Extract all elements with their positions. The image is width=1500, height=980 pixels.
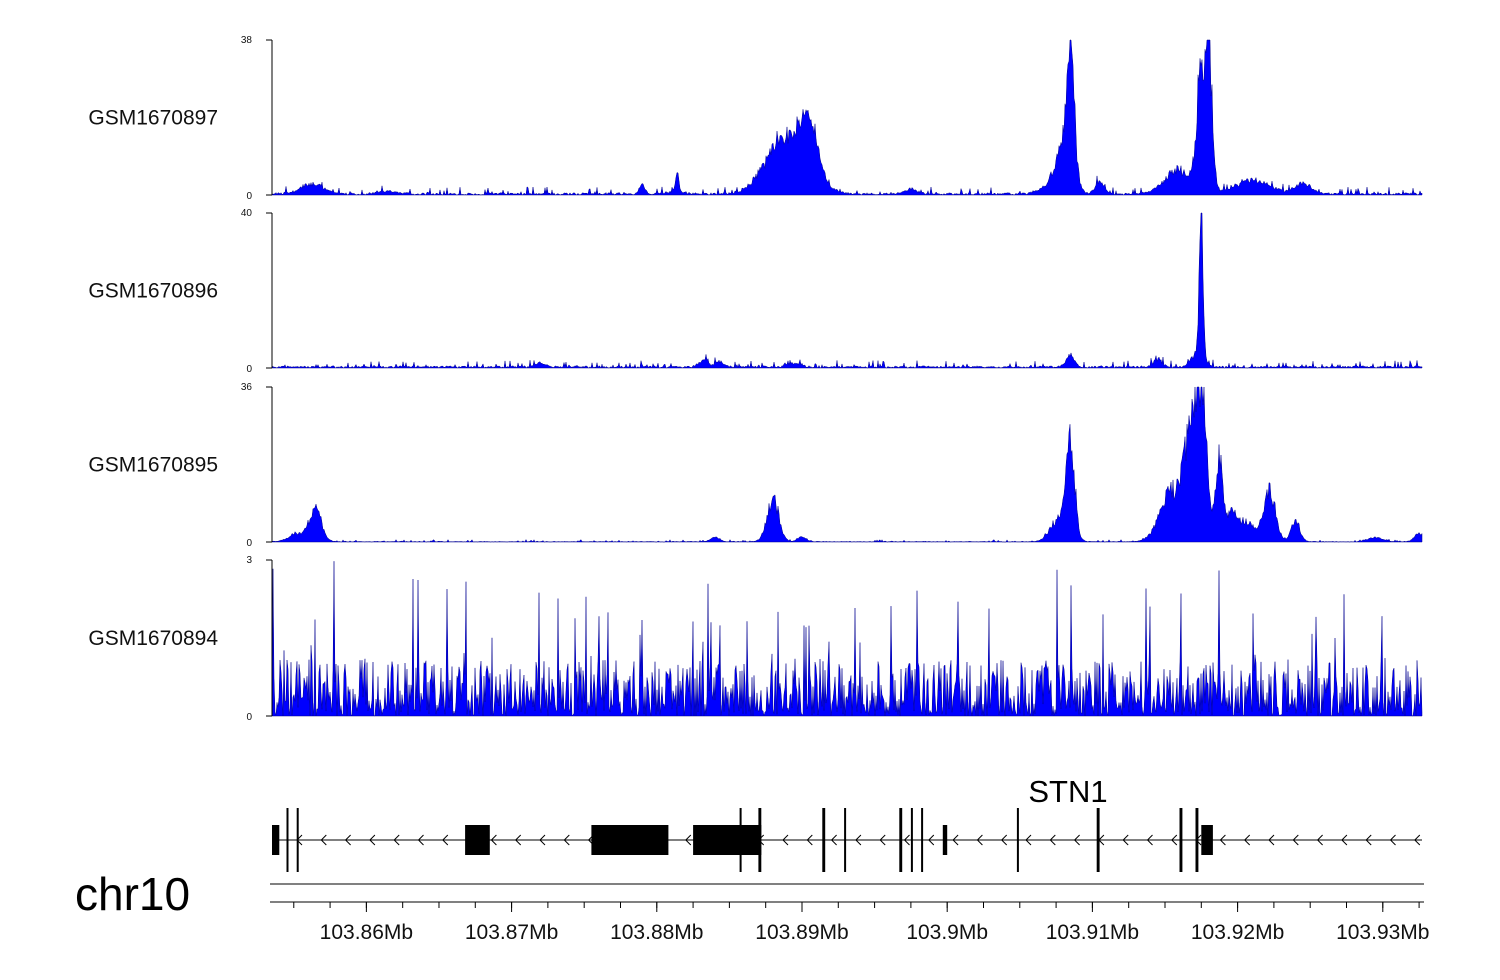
track-label: GSM1670894 bbox=[88, 627, 218, 650]
x-tick-label: 103.93Mb bbox=[1336, 921, 1429, 944]
strand-arrow bbox=[1365, 834, 1372, 846]
x-tick-label: 103.92Mb bbox=[1191, 921, 1284, 944]
strand-arrow bbox=[563, 834, 570, 846]
x-tick-label: 103.87Mb bbox=[465, 921, 558, 944]
gene-exon bbox=[296, 808, 299, 872]
x-tick-label: 103.9Mb bbox=[906, 921, 988, 944]
strand-arrow bbox=[1219, 834, 1226, 846]
strand-arrow bbox=[369, 834, 376, 846]
strand-arrow bbox=[442, 834, 449, 846]
strand-arrow bbox=[417, 834, 424, 846]
strand-arrow bbox=[1122, 834, 1129, 846]
strand-arrow bbox=[344, 834, 351, 846]
gene-name-label: STN1 bbox=[1028, 774, 1107, 809]
track-GSM1670894: 3 0 GSM1670894 bbox=[88, 555, 1423, 723]
gene-exon bbox=[921, 808, 924, 872]
y-tick-label-min: 0 bbox=[246, 191, 252, 202]
gene-exon bbox=[739, 808, 742, 872]
strand-arrow bbox=[1341, 834, 1348, 846]
strand-arrow bbox=[879, 834, 886, 846]
gene-exon bbox=[465, 825, 490, 855]
strand-arrow bbox=[1389, 834, 1396, 846]
strand-arrow bbox=[1073, 834, 1080, 846]
gene-exon bbox=[899, 808, 903, 872]
gene-exon bbox=[758, 808, 762, 872]
strand-arrow bbox=[1414, 834, 1421, 846]
strand-arrow bbox=[928, 834, 935, 846]
track-label: GSM1670895 bbox=[88, 454, 218, 477]
gene-exon bbox=[591, 825, 669, 855]
x-tick-label: 103.91Mb bbox=[1046, 921, 1139, 944]
gene-exon bbox=[844, 808, 847, 872]
x-tick-label: 103.89Mb bbox=[755, 921, 848, 944]
strand-arrow bbox=[1049, 834, 1056, 846]
track-label: GSM1670897 bbox=[88, 107, 218, 130]
strand-arrow bbox=[1316, 834, 1323, 846]
strand-arrow bbox=[514, 834, 522, 846]
strand-arrow bbox=[490, 834, 497, 846]
strand-arrow bbox=[685, 834, 692, 846]
y-tick-label-max: 3 bbox=[246, 555, 252, 566]
y-tick-label-max: 40 bbox=[241, 208, 253, 219]
signal-area bbox=[271, 386, 1423, 543]
strand-arrow bbox=[1025, 834, 1032, 846]
strand-arrow bbox=[1171, 834, 1178, 846]
strand-arrow bbox=[1268, 834, 1275, 846]
strand-arrow bbox=[782, 834, 789, 846]
data-tracks: 380GSM1670897400GSM1670896360GSM16708953… bbox=[88, 35, 1423, 723]
track-GSM1670897: 38 0 GSM1670897 bbox=[88, 35, 1423, 202]
y-tick-label-min: 0 bbox=[246, 538, 252, 549]
x-tick-label: 103.86Mb bbox=[320, 921, 413, 944]
strand-arrow bbox=[1000, 834, 1008, 846]
gene-exon bbox=[1016, 808, 1019, 872]
gene-exon bbox=[910, 808, 913, 872]
strand-arrow bbox=[903, 834, 910, 846]
gene-exon bbox=[693, 825, 762, 855]
y-tick-label-max: 38 bbox=[241, 35, 253, 46]
signal-area bbox=[271, 561, 1423, 717]
gene-exon bbox=[286, 808, 289, 872]
track-label: GSM1670896 bbox=[88, 280, 218, 303]
track-GSM1670896: 40 0 GSM1670896 bbox=[88, 208, 1423, 375]
y-tick-label-min: 0 bbox=[246, 364, 252, 375]
strand-arrow bbox=[320, 834, 327, 846]
strand-arrow bbox=[1146, 834, 1153, 846]
strand-arrow bbox=[952, 834, 959, 846]
strand-arrow bbox=[1292, 834, 1299, 846]
strand-arrow bbox=[830, 834, 837, 846]
y-tick-label-max: 36 bbox=[241, 382, 253, 393]
strand-arrow bbox=[855, 834, 862, 846]
gene-exon bbox=[1096, 808, 1100, 872]
strand-arrow bbox=[539, 834, 546, 846]
signal-area bbox=[271, 212, 1423, 369]
strand-arrow bbox=[806, 834, 813, 846]
gene-model-track bbox=[272, 808, 1422, 872]
strand-arrow bbox=[976, 834, 983, 846]
track-GSM1670895: 36 0 GSM1670895 bbox=[88, 382, 1423, 549]
gene-exon bbox=[1201, 825, 1213, 855]
gene-exon bbox=[942, 825, 948, 855]
gene-exon bbox=[272, 825, 280, 855]
gene-exon bbox=[1179, 808, 1183, 872]
genome-axis: 103.86Mb 103.87Mb 103.88Mb 103.89Mb 103.9Mb 1… bbox=[270, 883, 1429, 944]
gene-exon bbox=[822, 808, 826, 872]
gene-exon bbox=[1195, 808, 1199, 872]
y-tick-label-min: 0 bbox=[246, 712, 252, 723]
signal-area bbox=[271, 39, 1423, 196]
strand-arrow bbox=[1243, 834, 1251, 846]
x-tick-label: 103.88Mb bbox=[610, 921, 703, 944]
chromosome-label: chr10 bbox=[75, 868, 190, 920]
strand-arrow bbox=[393, 834, 400, 846]
